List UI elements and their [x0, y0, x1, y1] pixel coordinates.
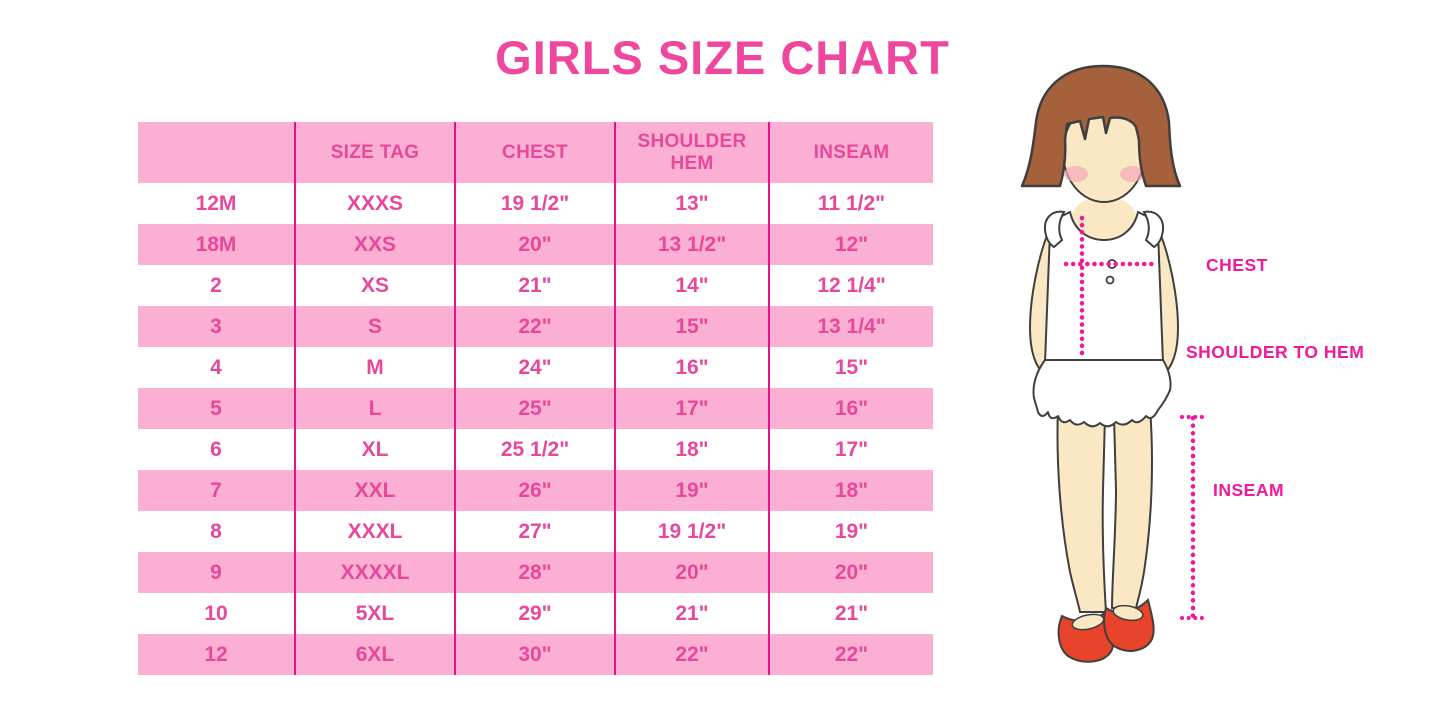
column-header: SHOULDER HEM — [616, 122, 770, 183]
table-header-row: SIZE TAG CHEST SHOULDER HEM INSEAM — [138, 122, 933, 183]
table-cell: 18" — [616, 429, 770, 470]
table-cell: 12 — [138, 634, 296, 675]
girl-shoulder-ruffle-right — [1142, 210, 1165, 249]
table-cell: M — [296, 347, 456, 388]
table-cell: L — [296, 388, 456, 429]
table-cell: XXXL — [296, 511, 456, 552]
table-cell: 28" — [456, 552, 616, 593]
table-row: 8 XXXL 27" 19 1/2" 19" — [138, 511, 933, 552]
table-cell: 6 — [138, 429, 296, 470]
table-cell: XS — [296, 265, 456, 306]
girl-illustration: CHEST SHOULDER TO HEM INSEAM — [1020, 64, 1364, 663]
table-cell: 20" — [616, 552, 770, 593]
table-cell: 11 1/2" — [817, 191, 886, 215]
table-body: 12M XXXS 19 1/2" 13" 11 1/2" 18M XXS 20" 13 1/2"… — [138, 183, 933, 675]
table-cell: 15" — [834, 355, 869, 379]
girl-blush-left — [1064, 166, 1088, 182]
table-cell: 13" — [616, 183, 770, 224]
table-cell: 26" — [456, 470, 616, 511]
table-cell: 6XL — [296, 634, 456, 675]
girl-skirt-ruffle — [1032, 359, 1172, 428]
table-cell: 14" — [616, 265, 770, 306]
table-cell: 19" — [616, 470, 770, 511]
girl-leg-left — [1056, 406, 1108, 613]
table-cell: 27" — [456, 511, 616, 552]
table-cell: XXXS — [296, 183, 456, 224]
table-cell: XL — [296, 429, 456, 470]
table-cell: 7 — [138, 470, 296, 511]
table-cell: 20" — [456, 224, 616, 265]
table-cell: 12M — [138, 183, 296, 224]
table-cell: 5XL — [296, 593, 456, 634]
table-row: 3 S 22" 15" 13 1/4" — [138, 306, 933, 347]
table-cell: 24" — [456, 347, 616, 388]
table-cell: 8 — [138, 511, 296, 552]
table-cell: 13 1/4" — [817, 314, 886, 338]
shoulder-to-hem-label: SHOULDER TO HEM — [1186, 342, 1364, 362]
measurement-figure: CHEST SHOULDER TO HEM INSEAM — [1000, 60, 1420, 720]
table-cell: 25 1/2" — [456, 429, 616, 470]
table-cell: 15" — [616, 306, 770, 347]
table-row: 2 XS 21" 14" 12 1/4" — [138, 265, 933, 306]
inseam-label: INSEAM — [1213, 480, 1284, 500]
table-row: 6 XL 25 1/2" 18" 17" — [138, 429, 933, 470]
table-row: 7 XXL 26" 19" 18" — [138, 470, 933, 511]
girl-shoe-right-opening — [1112, 604, 1144, 622]
column-header: CHEST — [456, 122, 616, 183]
table-cell: 3 — [138, 306, 296, 347]
table-row: 12M XXXS 19 1/2" 13" 11 1/2" — [138, 183, 933, 224]
table-cell: 20" — [834, 560, 869, 584]
size-chart-table: SIZE TAG CHEST SHOULDER HEM INSEAM 12M XXXS 1… — [138, 122, 933, 675]
table-cell: 22" — [616, 634, 770, 675]
table-row: 5 L 25" 17" 16" — [138, 388, 933, 429]
girl-shoulder-ruffle-left — [1043, 210, 1066, 249]
girl-shirt-button-2 — [1105, 275, 1115, 285]
girl-hair — [1020, 64, 1182, 188]
table-cell: 16" — [616, 347, 770, 388]
column-header — [138, 122, 296, 183]
table-cell: 18M — [138, 224, 296, 265]
table-cell: XXL — [296, 470, 456, 511]
table-cell: 4 — [138, 347, 296, 388]
table-cell: 21" — [456, 265, 616, 306]
chest-label: CHEST — [1206, 255, 1268, 275]
table-cell: XXXXL — [296, 552, 456, 593]
table-cell: 10 — [138, 593, 296, 634]
table-cell: 19 1/2" — [456, 183, 616, 224]
table-cell: 30" — [456, 634, 616, 675]
table-cell: 21" — [834, 601, 869, 625]
table-cell: 22" — [456, 306, 616, 347]
table-cell: 17" — [616, 388, 770, 429]
table-cell: 18" — [834, 478, 869, 502]
table-cell: 17" — [834, 437, 869, 461]
table-cell: 12" — [834, 232, 869, 256]
table-cell: S — [296, 306, 456, 347]
girl-leg-right — [1110, 406, 1153, 609]
table-cell: XXS — [296, 224, 456, 265]
table-row: 12 6XL 30" 22" 22" — [138, 634, 933, 675]
column-header: INSEAM — [813, 141, 890, 163]
column-header: SIZE TAG — [296, 122, 456, 183]
table-cell: 19 1/2" — [616, 511, 770, 552]
table-cell: 9 — [138, 552, 296, 593]
table-cell: 16" — [834, 396, 869, 420]
table-cell: 29" — [456, 593, 616, 634]
page-title: GIRLS SIZE CHART — [495, 31, 950, 84]
table-row: 4 M 24" 16" 15" — [138, 347, 933, 388]
table-cell: 22" — [834, 642, 869, 666]
table-cell: 2 — [138, 265, 296, 306]
table-row: 9 XXXXL 28" 20" 20" — [138, 552, 933, 593]
girl-blush-right — [1120, 166, 1144, 182]
table-cell: 19" — [834, 519, 869, 543]
table-cell: 5 — [138, 388, 296, 429]
table-row: 10 5XL 29" 21" 21" — [138, 593, 933, 634]
table-cell: 25" — [456, 388, 616, 429]
table-cell: 21" — [616, 593, 770, 634]
table-cell: 12 1/4" — [817, 273, 886, 297]
table-row: 18M XXS 20" 13 1/2" 12" — [138, 224, 933, 265]
girl-shoe-left-opening — [1071, 613, 1105, 631]
table-cell: 13 1/2" — [616, 224, 770, 265]
